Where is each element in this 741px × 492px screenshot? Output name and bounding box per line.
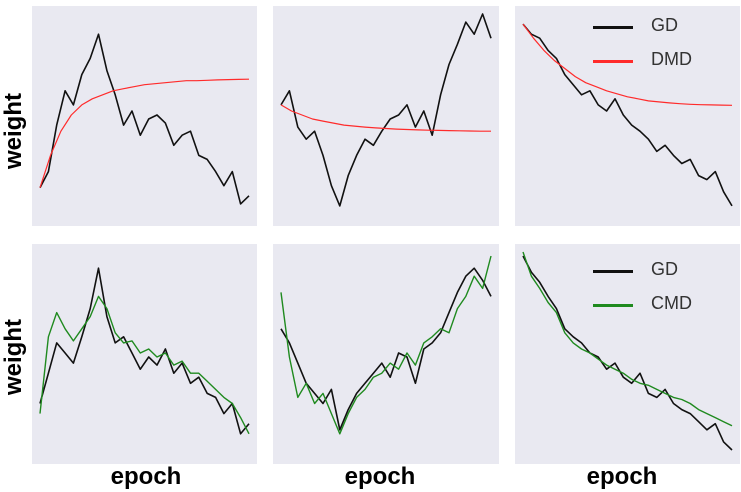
series-line-dmd <box>522 23 733 106</box>
series-line-cmd <box>39 295 250 435</box>
chart-top-center <box>280 13 492 207</box>
chart-bottom-right <box>522 251 733 451</box>
series-line-cmd <box>522 251 733 427</box>
legend-label-gd: GD <box>651 259 678 279</box>
series-line-gd <box>522 255 733 451</box>
series-line-gd <box>280 267 492 431</box>
x-axis-label-left: epoch <box>110 463 182 490</box>
legend-label-gd: GD <box>651 15 678 35</box>
series-line-gd <box>39 267 250 435</box>
y-axis-label-bottom: weight <box>0 319 27 395</box>
panel-top-right: GD DMD <box>515 6 740 226</box>
chart-top-left <box>39 33 250 205</box>
series-line-gd <box>280 13 492 207</box>
x-axis-label-right: epoch <box>586 463 658 490</box>
series-line-gd <box>39 33 250 205</box>
panel-top-left <box>32 6 257 226</box>
legend-label-dmd: DMD <box>651 49 692 69</box>
chart-top-right <box>522 23 733 207</box>
series-line-dmd <box>39 78 250 188</box>
x-axis-label-center: epoch <box>344 463 416 490</box>
legend-swatch-dmd <box>593 60 633 63</box>
series-line-cmd <box>280 255 492 435</box>
y-axis-label-top: weight <box>0 93 27 169</box>
panel-top-center <box>273 6 499 226</box>
panel-bottom-center <box>273 244 499 464</box>
legend-swatch-gd <box>593 26 633 29</box>
legend-label-cmd: CMD <box>651 293 692 313</box>
chart-bottom-center <box>280 255 492 435</box>
series-line-dmd <box>280 104 491 132</box>
legend-swatch-gd <box>593 270 633 273</box>
legend-swatch-cmd <box>593 304 633 307</box>
panel-bottom-left <box>32 244 257 464</box>
series-line-gd <box>522 23 733 207</box>
chart-bottom-left <box>39 267 250 435</box>
panel-bottom-right: GD CMD <box>515 244 740 464</box>
